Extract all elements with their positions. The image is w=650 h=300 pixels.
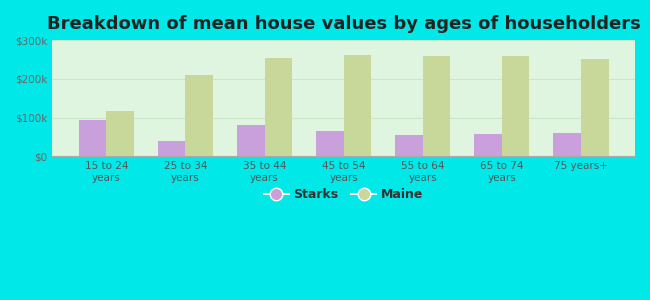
Bar bbox=[474, 134, 502, 156]
Legend: Starks, Maine: Starks, Maine bbox=[259, 183, 428, 206]
Bar bbox=[79, 120, 107, 156]
Bar bbox=[395, 135, 422, 156]
Bar bbox=[185, 75, 213, 156]
Bar bbox=[316, 131, 344, 156]
Bar bbox=[237, 125, 265, 156]
Bar bbox=[422, 56, 450, 156]
Bar bbox=[107, 111, 134, 156]
Bar bbox=[502, 56, 530, 156]
Bar bbox=[265, 58, 292, 156]
Bar bbox=[581, 59, 608, 156]
Bar bbox=[553, 133, 581, 156]
Bar bbox=[158, 141, 185, 156]
Title: Breakdown of mean house values by ages of householders: Breakdown of mean house values by ages o… bbox=[47, 15, 640, 33]
Bar bbox=[344, 55, 371, 156]
